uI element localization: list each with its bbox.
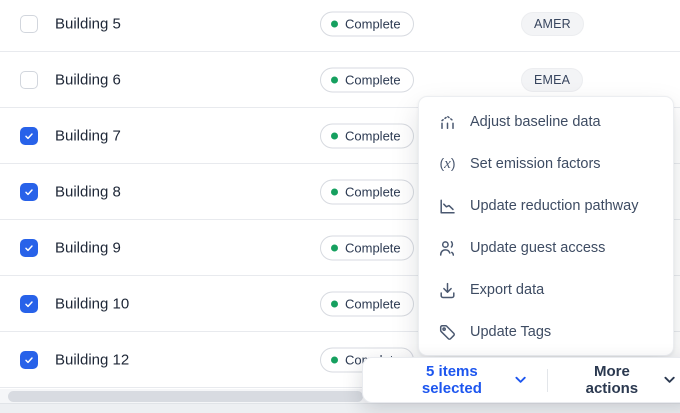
status-label: Complete	[345, 296, 401, 311]
menu-item-update-guest-access[interactable]: Update guest access	[419, 227, 673, 269]
more-actions-label: More actions	[585, 363, 639, 397]
status-dot-icon	[331, 132, 338, 139]
status-label: Complete	[345, 240, 401, 255]
more-actions-button[interactable]: More actions	[569, 363, 675, 397]
menu-item-label: Export data	[470, 282, 545, 298]
building-name: Building 8	[55, 183, 121, 200]
export-data-icon	[438, 281, 457, 300]
status-dot-icon	[331, 188, 338, 195]
status-badge: Complete	[320, 11, 414, 36]
row-checkbox[interactable]	[20, 294, 38, 313]
menu-item-label: Adjust baseline data	[470, 114, 601, 130]
building-name: Building 10	[55, 295, 130, 312]
status-label: Complete	[345, 16, 401, 31]
status-dot-icon	[331, 76, 338, 83]
status-label: Complete	[345, 72, 401, 87]
status-dot-icon	[331, 300, 338, 307]
row-checkbox[interactable]	[20, 14, 38, 33]
row-checkbox[interactable]	[20, 70, 38, 89]
status-badge: Complete	[320, 67, 414, 92]
emission-factors-icon: (x)	[439, 155, 456, 172]
row-checkbox[interactable]	[20, 182, 38, 201]
region-badge: EMEA	[521, 67, 584, 92]
chevron-down-icon	[664, 376, 675, 383]
building-name: Building 12	[55, 351, 130, 368]
status-label: Complete	[345, 184, 401, 199]
adjust-baseline-icon	[438, 113, 457, 132]
reduction-pathway-icon	[438, 197, 457, 216]
items-selected-label: 5 items selected	[421, 363, 482, 397]
guest-access-icon	[438, 239, 457, 258]
region-badge: AMER	[521, 11, 584, 36]
row-checkbox[interactable]	[20, 350, 38, 369]
status-badge: Complete	[320, 123, 414, 148]
horizontal-scrollbar-thumb[interactable]	[8, 390, 363, 402]
table-row[interactable]: Building 5 Complete AMER	[0, 0, 680, 52]
bulk-actions-menu: Adjust baseline data (x) Set emission fa…	[418, 96, 674, 356]
selection-action-bar: 5 items selected More actions	[362, 357, 680, 403]
status-label: Complete	[345, 128, 401, 143]
status-badge: Complete	[320, 179, 414, 204]
action-bar-divider	[546, 368, 548, 392]
chevron-down-icon	[515, 376, 526, 383]
row-checkbox[interactable]	[20, 126, 38, 145]
menu-item-adjust-baseline[interactable]: Adjust baseline data	[419, 101, 673, 143]
status-dot-icon	[331, 244, 338, 251]
row-checkbox[interactable]	[20, 238, 38, 257]
status-dot-icon	[331, 20, 338, 27]
items-selected-dropdown[interactable]: 5 items selected	[398, 363, 526, 397]
menu-item-export-data[interactable]: Export data	[419, 269, 673, 311]
menu-item-set-emission-factors[interactable]: (x) Set emission factors	[419, 143, 673, 185]
menu-item-label: Update guest access	[470, 240, 606, 256]
status-dot-icon	[331, 356, 338, 363]
menu-item-update-reduction-pathway[interactable]: Update reduction pathway	[419, 185, 673, 227]
status-badge: Complete	[320, 291, 414, 316]
building-name: Building 9	[55, 239, 121, 256]
menu-item-label: Set emission factors	[470, 156, 601, 172]
building-name: Building 5	[55, 15, 121, 32]
tag-icon	[438, 323, 457, 342]
page-background-strip	[0, 403, 680, 413]
menu-item-update-tags[interactable]: Update Tags	[419, 311, 673, 353]
menu-item-label: Update Tags	[470, 324, 552, 340]
building-name: Building 7	[55, 127, 121, 144]
menu-item-label: Update reduction pathway	[470, 198, 639, 214]
status-badge: Complete	[320, 235, 414, 260]
building-name: Building 6	[55, 71, 121, 88]
